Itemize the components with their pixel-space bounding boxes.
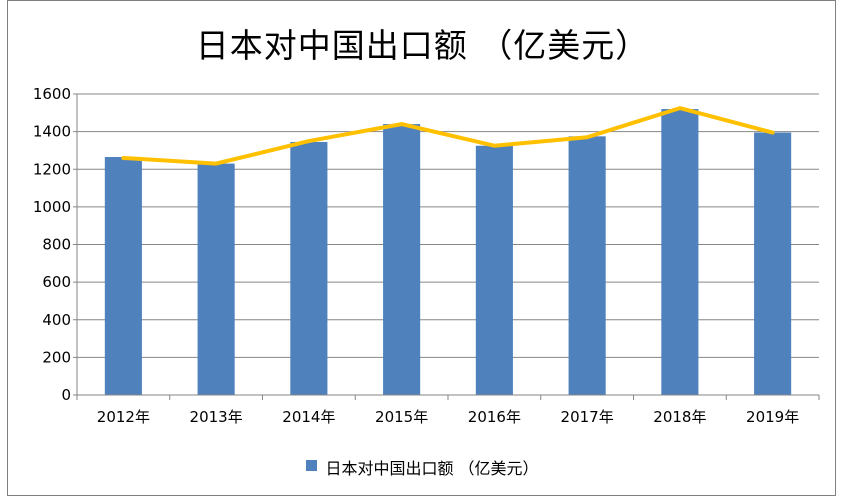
x-tick-label: 2012年 <box>97 408 150 426</box>
x-tick-label: 2019年 <box>746 408 799 426</box>
x-tick-label: 2014年 <box>282 408 335 426</box>
x-tick-label: 2018年 <box>653 408 706 426</box>
y-tick-label: 400 <box>42 311 71 329</box>
axis-layer: 0 200 400 600 800 1000 1200 1400 1600 2012年 2013年 2… <box>33 85 820 426</box>
bar <box>383 124 421 395</box>
chart-title: 日本对中国出口额 （亿美元） <box>195 26 650 65</box>
y-tick-label: 1200 <box>33 160 71 178</box>
y-tick-label: 1000 <box>33 198 71 216</box>
bar <box>197 163 235 395</box>
bar-layer <box>104 109 792 396</box>
y-tick-label: 1400 <box>33 123 71 141</box>
chart-plot: 0 200 400 600 800 1000 1200 1400 1600 2012年 2013年 2… <box>33 85 820 426</box>
x-tick-label: 2015年 <box>375 408 428 426</box>
legend-label: 日本对中国出口额 （亿美元） <box>325 459 539 478</box>
bar <box>661 109 699 396</box>
legend-swatch <box>306 459 318 471</box>
y-tick-label: 600 <box>42 273 71 291</box>
x-tick-label: 2016年 <box>468 408 521 426</box>
line-layer <box>121 106 775 166</box>
y-tick-label: 0 <box>61 386 71 404</box>
bar <box>568 136 606 395</box>
x-tick-label: 2013年 <box>190 408 243 426</box>
bar <box>754 132 792 396</box>
y-tick-label: 800 <box>42 236 71 254</box>
x-tick-label: 2017年 <box>561 408 614 426</box>
chart-frame: 日本对中国出口额 （亿美元） 0 200 400 600 800 1000 1200 1400… <box>7 0 836 496</box>
bar <box>104 157 142 395</box>
legend: 日本对中国出口额 （亿美元） <box>8 455 837 479</box>
bar <box>475 145 513 395</box>
bar <box>290 141 328 395</box>
y-tick-label: 200 <box>42 348 71 366</box>
series-line <box>121 106 775 166</box>
y-tick-label: 1600 <box>33 85 71 103</box>
